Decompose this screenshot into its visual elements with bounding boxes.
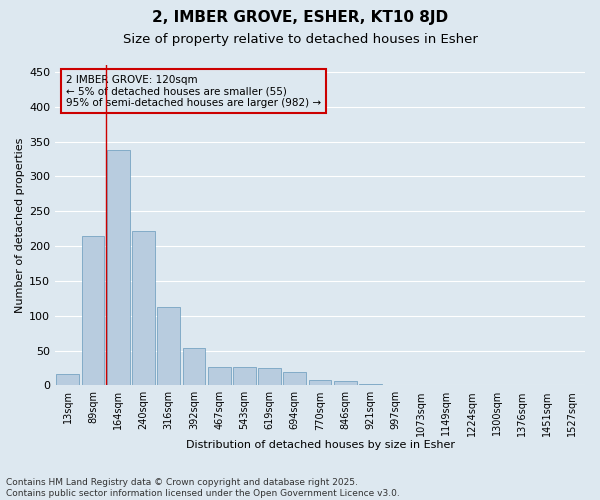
Bar — [258, 368, 281, 386]
Text: Contains HM Land Registry data © Crown copyright and database right 2025.
Contai: Contains HM Land Registry data © Crown c… — [6, 478, 400, 498]
Bar — [82, 236, 104, 386]
Bar — [233, 367, 256, 386]
X-axis label: Distribution of detached houses by size in Esher: Distribution of detached houses by size … — [185, 440, 455, 450]
Bar — [56, 374, 79, 386]
Text: Size of property relative to detached houses in Esher: Size of property relative to detached ho… — [122, 32, 478, 46]
Text: 2 IMBER GROVE: 120sqm
← 5% of detached houses are smaller (55)
95% of semi-detac: 2 IMBER GROVE: 120sqm ← 5% of detached h… — [66, 74, 321, 108]
Y-axis label: Number of detached properties: Number of detached properties — [15, 138, 25, 313]
Bar — [359, 384, 382, 386]
Text: 2, IMBER GROVE, ESHER, KT10 8JD: 2, IMBER GROVE, ESHER, KT10 8JD — [152, 10, 448, 25]
Bar — [132, 232, 155, 386]
Bar — [208, 366, 230, 386]
Bar — [283, 372, 306, 386]
Bar — [182, 348, 205, 386]
Bar — [157, 308, 180, 386]
Bar — [107, 150, 130, 386]
Bar — [334, 381, 356, 386]
Bar — [309, 380, 331, 386]
